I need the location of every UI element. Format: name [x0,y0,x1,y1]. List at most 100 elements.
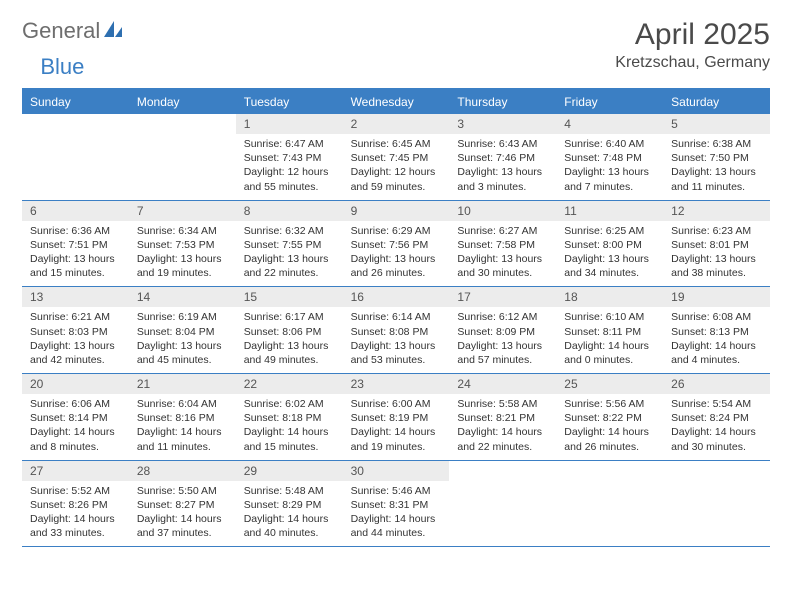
sunset-text: Sunset: 8:08 PM [351,325,442,339]
day-number: 30 [343,461,450,481]
day-number: 20 [22,374,129,394]
daylight-text: Daylight: 14 hours and 37 minutes. [137,512,228,540]
day-number: 27 [22,461,129,481]
day-content: Sunrise: 6:04 AMSunset: 8:16 PMDaylight:… [129,394,236,460]
day-content: Sunrise: 6:32 AMSunset: 7:55 PMDaylight:… [236,221,343,287]
day-cell: 16Sunrise: 6:14 AMSunset: 8:08 PMDayligh… [343,287,450,373]
sunset-text: Sunset: 7:48 PM [564,151,655,165]
day-cell: 27Sunrise: 5:52 AMSunset: 8:26 PMDayligh… [22,461,129,547]
day-cell: 28Sunrise: 5:50 AMSunset: 8:27 PMDayligh… [129,461,236,547]
weekday-header: Monday [129,90,236,114]
day-content: Sunrise: 6:12 AMSunset: 8:09 PMDaylight:… [449,307,556,373]
sunset-text: Sunset: 8:24 PM [671,411,762,425]
day-cell: 12Sunrise: 6:23 AMSunset: 8:01 PMDayligh… [663,201,770,287]
daylight-text: Daylight: 13 hours and 11 minutes. [671,165,762,193]
sunrise-text: Sunrise: 6:14 AM [351,310,442,324]
day-number: 1 [236,114,343,134]
sunset-text: Sunset: 8:31 PM [351,498,442,512]
day-number: 14 [129,287,236,307]
logo: General [22,18,126,44]
day-number: 15 [236,287,343,307]
weekday-header: Saturday [663,90,770,114]
daylight-text: Daylight: 14 hours and 33 minutes. [30,512,121,540]
sunrise-text: Sunrise: 6:27 AM [457,224,548,238]
daylight-text: Daylight: 14 hours and 15 minutes. [244,425,335,453]
sunset-text: Sunset: 8:16 PM [137,411,228,425]
day-number: 22 [236,374,343,394]
day-cell: 20Sunrise: 6:06 AMSunset: 8:14 PMDayligh… [22,374,129,460]
sunrise-text: Sunrise: 6:38 AM [671,137,762,151]
weekday-header-row: SundayMondayTuesdayWednesdayThursdayFrid… [22,90,770,114]
day-content: Sunrise: 6:17 AMSunset: 8:06 PMDaylight:… [236,307,343,373]
daylight-text: Daylight: 13 hours and 15 minutes. [30,252,121,280]
day-cell: 15Sunrise: 6:17 AMSunset: 8:06 PMDayligh… [236,287,343,373]
day-content: Sunrise: 6:06 AMSunset: 8:14 PMDaylight:… [22,394,129,460]
logo-text-general: General [22,18,100,44]
daylight-text: Daylight: 12 hours and 59 minutes. [351,165,442,193]
sunset-text: Sunset: 8:21 PM [457,411,548,425]
sunset-text: Sunset: 8:19 PM [351,411,442,425]
sunset-text: Sunset: 8:13 PM [671,325,762,339]
day-number: 24 [449,374,556,394]
daylight-text: Daylight: 14 hours and 22 minutes. [457,425,548,453]
week-row: 20Sunrise: 6:06 AMSunset: 8:14 PMDayligh… [22,374,770,461]
sunrise-text: Sunrise: 6:12 AM [457,310,548,324]
sunset-text: Sunset: 7:45 PM [351,151,442,165]
day-content: Sunrise: 6:19 AMSunset: 8:04 PMDaylight:… [129,307,236,373]
sunset-text: Sunset: 7:43 PM [244,151,335,165]
sunset-text: Sunset: 8:09 PM [457,325,548,339]
day-number: 29 [236,461,343,481]
sunrise-text: Sunrise: 6:43 AM [457,137,548,151]
day-cell: 30Sunrise: 5:46 AMSunset: 8:31 PMDayligh… [343,461,450,547]
daylight-text: Daylight: 14 hours and 30 minutes. [671,425,762,453]
day-number: 2 [343,114,450,134]
daylight-text: Daylight: 13 hours and 22 minutes. [244,252,335,280]
sunset-text: Sunset: 8:00 PM [564,238,655,252]
day-number: 9 [343,201,450,221]
day-number: 7 [129,201,236,221]
day-content: Sunrise: 6:29 AMSunset: 7:56 PMDaylight:… [343,221,450,287]
day-number: 11 [556,201,663,221]
daylight-text: Daylight: 13 hours and 49 minutes. [244,339,335,367]
sunset-text: Sunset: 7:46 PM [457,151,548,165]
day-number: 23 [343,374,450,394]
daylight-text: Daylight: 14 hours and 8 minutes. [30,425,121,453]
day-cell: 25Sunrise: 5:56 AMSunset: 8:22 PMDayligh… [556,374,663,460]
title-block: April 2025 Kretzschau, Germany [615,18,770,72]
day-number: 6 [22,201,129,221]
sunset-text: Sunset: 7:58 PM [457,238,548,252]
day-content: Sunrise: 5:54 AMSunset: 8:24 PMDaylight:… [663,394,770,460]
day-content: Sunrise: 6:08 AMSunset: 8:13 PMDaylight:… [663,307,770,373]
sunrise-text: Sunrise: 6:00 AM [351,397,442,411]
day-content: Sunrise: 6:38 AMSunset: 7:50 PMDaylight:… [663,134,770,200]
weeks: ..1Sunrise: 6:47 AMSunset: 7:43 PMDaylig… [22,114,770,547]
sunrise-text: Sunrise: 6:08 AM [671,310,762,324]
sunrise-text: Sunrise: 6:17 AM [244,310,335,324]
weekday-header: Tuesday [236,90,343,114]
sunrise-text: Sunrise: 6:32 AM [244,224,335,238]
sunrise-text: Sunrise: 6:06 AM [30,397,121,411]
day-cell: 22Sunrise: 6:02 AMSunset: 8:18 PMDayligh… [236,374,343,460]
day-number: 12 [663,201,770,221]
sunrise-text: Sunrise: 5:50 AM [137,484,228,498]
day-cell: 24Sunrise: 5:58 AMSunset: 8:21 PMDayligh… [449,374,556,460]
day-cell: 29Sunrise: 5:48 AMSunset: 8:29 PMDayligh… [236,461,343,547]
day-content: Sunrise: 6:34 AMSunset: 7:53 PMDaylight:… [129,221,236,287]
logo-text-blue: Blue [40,54,84,79]
sunrise-text: Sunrise: 6:36 AM [30,224,121,238]
daylight-text: Daylight: 14 hours and 19 minutes. [351,425,442,453]
day-cell: 5Sunrise: 6:38 AMSunset: 7:50 PMDaylight… [663,114,770,200]
sunrise-text: Sunrise: 6:21 AM [30,310,121,324]
day-content: Sunrise: 5:46 AMSunset: 8:31 PMDaylight:… [343,481,450,547]
sunrise-text: Sunrise: 6:10 AM [564,310,655,324]
day-cell: 7Sunrise: 6:34 AMSunset: 7:53 PMDaylight… [129,201,236,287]
weekday-header: Sunday [22,90,129,114]
weekday-header: Wednesday [343,90,450,114]
day-cell: . [556,461,663,547]
location: Kretzschau, Germany [615,54,770,72]
month-title: April 2025 [615,18,770,52]
daylight-text: Daylight: 13 hours and 45 minutes. [137,339,228,367]
day-content: Sunrise: 6:47 AMSunset: 7:43 PMDaylight:… [236,134,343,200]
day-number: 18 [556,287,663,307]
day-number: 3 [449,114,556,134]
